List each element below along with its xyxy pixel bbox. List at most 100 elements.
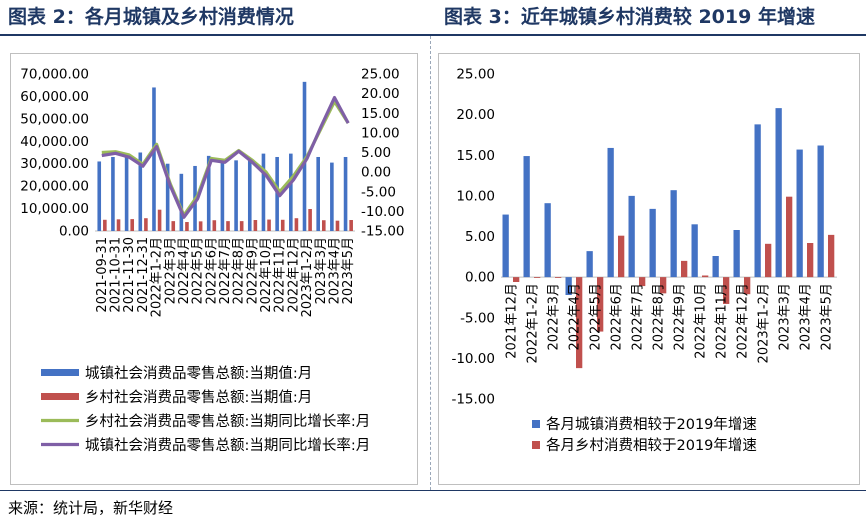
left-y-tick-label: 20,000.00 (20, 179, 89, 195)
left-chart-frame: 0.00 10,000.00 20,000.00 30,000.00 40,000.00… (10, 53, 418, 485)
right-chart-title: 图表 3：近年城镇乡村消费较 2019 年增速 (444, 6, 815, 28)
bar-series-2 (660, 277, 667, 294)
x-tick-label: 2022年12月 (286, 237, 301, 313)
bar-series-1 (316, 156, 320, 231)
bar-series-1 (670, 190, 677, 278)
x-tick-label: 2021年12月 (505, 283, 520, 359)
bar-series-2 (157, 209, 162, 231)
bar-series-1 (775, 108, 782, 278)
legend-swatch (41, 393, 79, 400)
y-tick-label: 25.00 (456, 67, 495, 83)
bar-series-1 (124, 155, 129, 231)
bar-series-2 (308, 209, 312, 231)
x-tick-label: 2023年4月 (799, 283, 814, 350)
x-tick-label: 2021-12-31 (136, 237, 151, 313)
bar-series-1 (817, 145, 824, 278)
bar-series-1 (796, 149, 803, 278)
bar-series-1 (206, 155, 211, 231)
bar-series-1 (220, 161, 225, 231)
x-tick-label: 2022年10月 (259, 237, 274, 313)
bar-series-1 (712, 256, 719, 278)
bar-series-1 (234, 160, 238, 231)
bar-series-2 (807, 243, 814, 278)
x-tick-label: 2023年5月 (341, 237, 356, 304)
right-y-tick-label: 15.00 (361, 106, 400, 122)
bar-series-2 (267, 219, 271, 231)
panel-separator (430, 36, 431, 490)
x-tick-label: 2021-10-31 (109, 237, 124, 313)
bar-series-1 (628, 195, 635, 278)
bar-series-1 (165, 163, 170, 231)
bar-series-1 (179, 173, 184, 231)
bar-series-1 (754, 124, 761, 278)
x-tick-label: 2022年9月 (245, 237, 260, 304)
x-tick-label: 2022年6月 (204, 237, 219, 304)
bar-series-1 (247, 159, 252, 231)
x-tick-label: 2022年9月 (673, 283, 688, 350)
x-tick-label: 2022年11月 (715, 283, 730, 359)
bar-series-1 (544, 203, 551, 278)
legend-label: 城镇社会消费品零售总额:当期同比增长率:月 (85, 437, 370, 454)
bar-series-1 (138, 152, 143, 231)
x-tick-label: 2023年3月 (314, 237, 329, 304)
x-tick-label: 2022年12月 (736, 283, 751, 359)
x-tick-label: 2022年1-2月 (526, 283, 541, 363)
title-rule (0, 34, 866, 36)
right-y-tick-label: 5.00 (361, 145, 391, 161)
legend-swatch (41, 369, 79, 376)
bar-series-2 (639, 277, 646, 287)
right-chart: -15.00 -10.00 -5.00 0.00 5.00 10.00 15.00 20.00… (451, 67, 837, 454)
bar-series-2 (253, 220, 258, 231)
y-tick-label: 0.00 (465, 270, 495, 286)
legend-label: 各月城镇消费相较于2019年增速 (546, 415, 757, 433)
right-chart-frame: -15.00 -10.00 -5.00 0.00 5.00 10.00 15.00 20.00… (438, 53, 860, 485)
bar-series-2 (702, 275, 709, 278)
x-tick-label: 2022年4月 (568, 283, 583, 350)
left-chart: 0.00 10,000.00 20,000.00 30,000.00 40,000.00… (20, 67, 404, 455)
bar-series-2 (212, 220, 217, 231)
x-tick-label: 2022年11月 (273, 237, 288, 313)
bar-series-1 (111, 156, 115, 231)
bar-series-2 (335, 220, 340, 231)
bar-series-2 (144, 218, 148, 231)
x-tick-label: 2022年5月 (589, 283, 604, 350)
x-tick-label: 2022年8月 (232, 237, 247, 304)
left-y-tick-label: 10,000.00 (20, 201, 89, 217)
x-tick-label: 2023年1-2月 (300, 237, 315, 317)
x-tick-label: 2021-11-30 (122, 237, 137, 313)
x-tick-label: 2022年7月 (631, 283, 646, 350)
y-tick-label: 10.00 (456, 188, 495, 204)
legend-label: 乡村社会消费品零售总额:当期同比增长率:月 (85, 413, 370, 430)
line-series-4 (101, 95, 350, 219)
x-tick-label: 2023年1-2月 (757, 283, 772, 363)
right-y-tick-label: 0.00 (361, 165, 391, 181)
bar-series-1 (152, 87, 156, 231)
bar-series-2 (321, 220, 326, 231)
legend-label: 乡村社会消费品零售总额:当期值:月 (85, 389, 312, 406)
bar-series-1 (502, 214, 509, 278)
bar-series-2 (198, 221, 203, 231)
y-tick-label: -15.00 (451, 392, 495, 408)
x-tick-label: 2023年3月 (778, 283, 793, 350)
x-tick-label: 2023年4月 (327, 237, 342, 304)
bar-series-1 (302, 81, 307, 231)
legend-swatch (532, 441, 540, 449)
bar-series-2 (681, 260, 688, 278)
bar-series-1 (586, 251, 593, 278)
bar-series-2 (239, 221, 244, 231)
bar-series-2 (171, 221, 176, 231)
source-rule (0, 490, 866, 491)
bar-series-1 (607, 147, 614, 278)
bar-series-2 (513, 277, 520, 282)
source-note: 来源：统计局，新华财经 (8, 499, 174, 517)
bar-series-2 (576, 277, 583, 369)
x-tick-label: 2022年3月 (547, 283, 562, 350)
bar-series-1 (691, 224, 698, 278)
bar-series-2 (723, 277, 730, 304)
y-tick-label: 20.00 (456, 107, 495, 123)
x-tick-label: 2022年10月 (694, 283, 709, 359)
bar-series-1 (261, 153, 266, 231)
x-tick-label: 2022年3月 (163, 237, 178, 304)
bar-series-2 (103, 219, 107, 231)
left-y-tick-label: 50,000.00 (20, 111, 89, 127)
